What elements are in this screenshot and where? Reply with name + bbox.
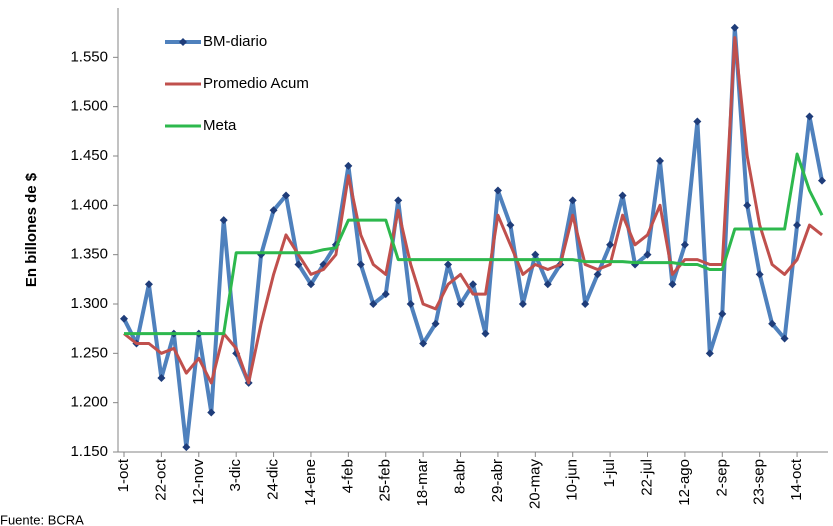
- y-tick-label: 1.350: [70, 246, 108, 263]
- y-tick-label: 1.200: [70, 394, 108, 411]
- y-tick-label: 1.500: [70, 98, 108, 115]
- y-tick-label: 1.450: [70, 147, 108, 164]
- data-marker: [518, 300, 527, 308]
- x-tick-label: 4-feb: [339, 459, 356, 493]
- data-marker: [581, 300, 590, 308]
- data-marker: [718, 309, 727, 318]
- series-line: [123, 36, 823, 385]
- y-axis-label: En billones de $: [23, 172, 40, 287]
- x-tick-label: 20-may: [526, 459, 543, 510]
- data-marker: [282, 191, 291, 200]
- data-marker: [606, 240, 615, 249]
- data-marker: [431, 319, 440, 328]
- x-tick-label: 22-jul: [638, 459, 655, 496]
- x-tick-label: 10-jun: [564, 459, 581, 501]
- data-marker: [655, 156, 664, 165]
- data-marker: [693, 117, 702, 126]
- data-marker: [818, 176, 826, 185]
- data-marker: [668, 280, 677, 289]
- data-marker: [369, 300, 378, 308]
- data-marker: [456, 300, 465, 308]
- data-marker: [643, 250, 652, 259]
- data-marker: [356, 260, 365, 269]
- data-marker: [730, 23, 739, 32]
- y-tick-label: 1.150: [70, 443, 108, 460]
- data-marker: [182, 443, 191, 452]
- y-tick-label: 1.300: [70, 295, 108, 312]
- data-marker: [444, 260, 453, 269]
- x-tick-label: 22-oct: [152, 458, 169, 501]
- data-marker: [768, 319, 777, 328]
- data-marker: [680, 240, 689, 249]
- data-marker: [543, 280, 552, 289]
- data-marker: [568, 196, 577, 205]
- x-tick-label: 12-nov: [190, 459, 207, 505]
- data-marker: [506, 221, 515, 230]
- x-tick-label: 14-oct: [788, 458, 805, 501]
- y-tick-label: 1.250: [70, 344, 108, 361]
- legend-marker: [179, 38, 187, 46]
- data-marker: [219, 216, 228, 225]
- x-tick-label: 29-abr: [489, 459, 506, 502]
- y-tick-label: 1.550: [70, 48, 108, 65]
- data-marker: [531, 250, 540, 259]
- x-tick-label: 14-ene: [302, 459, 319, 506]
- x-tick-label: 25-feb: [377, 459, 394, 502]
- data-marker: [120, 314, 128, 323]
- data-marker: [157, 374, 166, 382]
- x-tick-label: 2-sep: [713, 459, 730, 497]
- data-marker: [344, 161, 353, 170]
- y-tick-label: 1.400: [70, 196, 108, 213]
- x-tick-label: 24-dic: [265, 459, 282, 500]
- data-marker: [593, 270, 602, 279]
- legend-label: Promedio Acum: [203, 75, 309, 92]
- data-marker: [207, 408, 216, 417]
- x-tick-label: 3-dic: [227, 459, 244, 492]
- x-tick-label: 12-ago: [676, 459, 693, 506]
- data-marker: [493, 186, 502, 195]
- x-tick-label: 18-mar: [414, 459, 431, 507]
- series-line: [124, 152, 824, 336]
- data-marker: [306, 280, 315, 289]
- data-marker: [805, 112, 814, 121]
- data-marker: [618, 191, 627, 200]
- data-marker: [294, 260, 303, 269]
- data-marker: [144, 280, 153, 289]
- data-marker: [793, 221, 802, 230]
- data-marker: [394, 196, 403, 205]
- data-marker: [469, 280, 477, 289]
- x-tick-label: 1-jul: [601, 459, 618, 487]
- data-marker: [381, 290, 390, 299]
- legend-label: BM-diario: [203, 33, 267, 50]
- data-marker: [406, 300, 415, 308]
- data-marker: [481, 329, 490, 338]
- data-marker: [269, 206, 278, 215]
- x-tick-label: 23-sep: [751, 459, 768, 505]
- data-marker: [705, 349, 714, 358]
- x-tick-label: 8-abr: [452, 459, 469, 494]
- x-tick-label: 1-oct: [115, 458, 132, 492]
- data-marker: [780, 334, 789, 343]
- data-marker: [743, 201, 752, 210]
- data-marker: [755, 270, 764, 279]
- data-marker: [419, 339, 428, 348]
- source-note: Fuente: BCRA: [0, 512, 84, 526]
- legend-label: Meta: [203, 117, 237, 134]
